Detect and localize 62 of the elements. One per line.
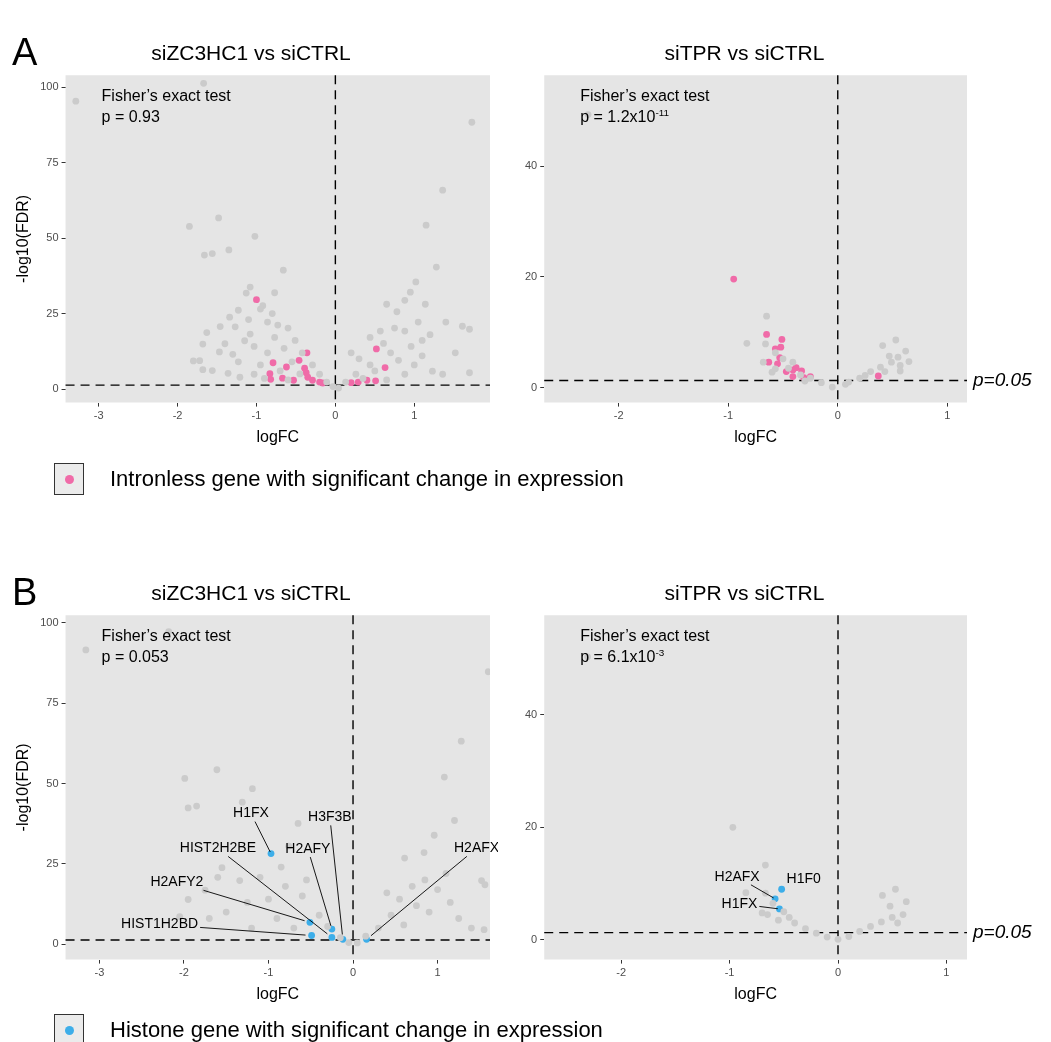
x-axis-title: logFC xyxy=(256,427,300,445)
x-axis-title: logFC xyxy=(734,427,777,445)
x-tick-label: 0 xyxy=(332,409,339,422)
text: p=0.05 xyxy=(972,920,1033,942)
y-tick-label: 100 xyxy=(40,80,59,93)
x-tick-label: 1 xyxy=(944,409,951,422)
x-axis-title: logFC xyxy=(734,984,777,1002)
chart-title: siZC3HC1 vs siCTRL xyxy=(151,41,351,65)
y-axis-title: -log10(FDR) xyxy=(14,194,32,283)
x-tick-label: 0 xyxy=(834,409,841,422)
annotation: H1FX xyxy=(233,804,270,821)
y-tick-label: 100 xyxy=(40,615,59,628)
y-tick-label: 0 xyxy=(52,937,59,950)
annotation: Fisher’s exact test p = 0.053 xyxy=(101,627,232,666)
text: B xyxy=(12,571,38,614)
chart-title: siTPR vs siCTRL xyxy=(664,581,825,605)
x-tick-label: -3 xyxy=(94,966,105,979)
y-tick-label: 0 xyxy=(52,382,59,395)
annotation: HIST1H2BD xyxy=(121,915,199,932)
x-tick-label: 1 xyxy=(411,409,418,422)
y-tick-label: 50 xyxy=(46,231,59,244)
annotation: H2AFX xyxy=(714,867,761,884)
annotation: H2AFX xyxy=(453,839,500,856)
y-tick-label: 25 xyxy=(46,306,59,319)
y-tick-label: 20 xyxy=(524,269,538,282)
legend-label: Histone gene with significant change in expression xyxy=(110,1017,603,1042)
chart-title: siZC3HC1 vs siCTRL xyxy=(151,581,351,605)
y-tick-label: 0 xyxy=(531,380,538,393)
chart-title: siTPR vs siCTRL xyxy=(664,41,825,65)
x-tick-label: 1 xyxy=(943,966,950,979)
annotation: Fisher’s exact test p = 0.93 xyxy=(101,87,232,126)
annotation: H1F0 xyxy=(786,870,821,887)
x-tick-label: -1 xyxy=(251,409,262,422)
x-axis-title: logFC xyxy=(256,984,300,1002)
annotation: H2AFY2 xyxy=(150,873,204,890)
annotation: H3F3B xyxy=(308,808,352,825)
x-tick-label: -1 xyxy=(263,966,274,979)
x-tick-label: -3 xyxy=(93,409,104,422)
y-tick-label: 75 xyxy=(46,155,59,168)
x-tick-label: -2 xyxy=(616,966,627,979)
annotation: HIST2H2BE xyxy=(179,839,257,856)
y-tick-label: 20 xyxy=(524,820,538,833)
x-tick-label: -2 xyxy=(179,966,189,979)
text: A xyxy=(12,31,38,74)
text: p=0.05 xyxy=(972,368,1033,390)
y-axis-title: -log10(FDR) xyxy=(14,743,32,832)
annotation: H1FX xyxy=(721,894,759,911)
y-tick-label: 40 xyxy=(524,159,538,172)
legend-label: Intronless gene with significant change in expression xyxy=(110,466,624,492)
x-tick-label: -2 xyxy=(613,409,624,422)
x-tick-label: 0 xyxy=(834,966,842,979)
y-tick-label: 0 xyxy=(531,932,538,945)
x-tick-label: 0 xyxy=(349,966,357,979)
y-tick-label: 25 xyxy=(46,856,59,869)
y-tick-label: 50 xyxy=(46,776,59,789)
x-tick-label: 1 xyxy=(434,966,441,979)
x-tick-label: -2 xyxy=(172,409,183,422)
y-tick-label: 40 xyxy=(524,707,538,720)
annotation: H2AFY xyxy=(285,839,332,856)
x-tick-label: -1 xyxy=(724,966,735,979)
x-tick-label: -1 xyxy=(723,409,734,422)
y-tick-label: 75 xyxy=(46,696,59,709)
